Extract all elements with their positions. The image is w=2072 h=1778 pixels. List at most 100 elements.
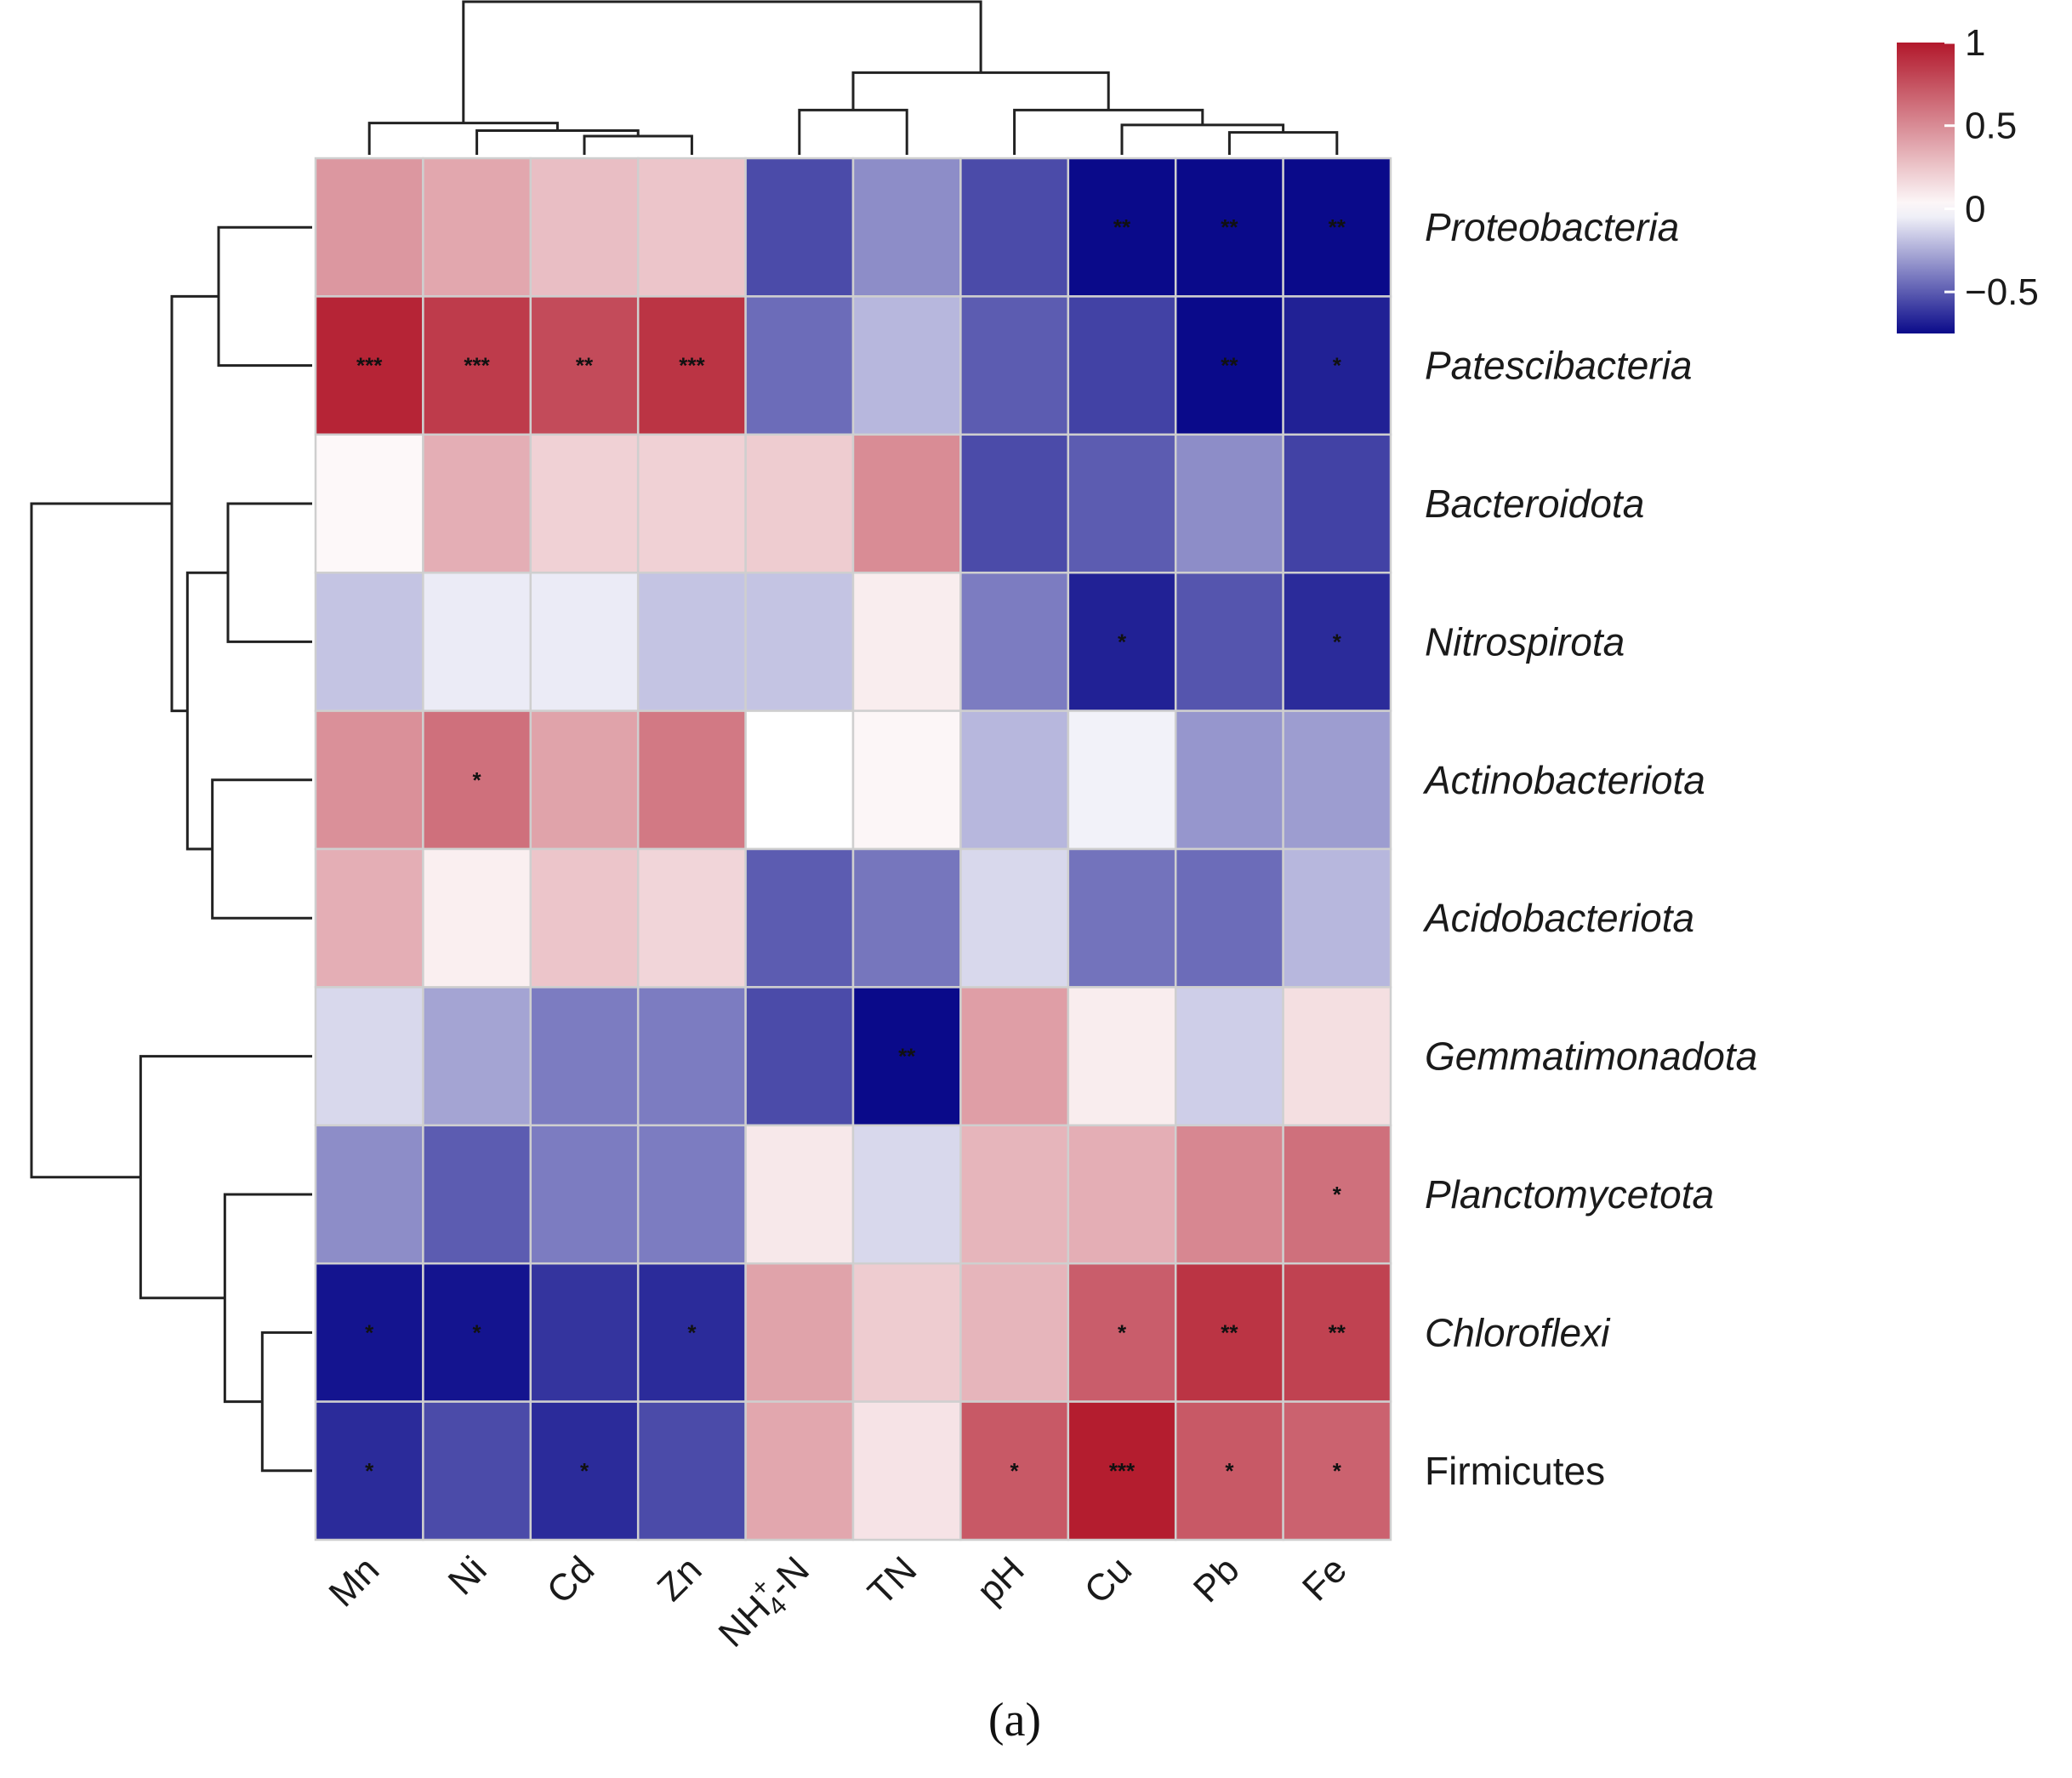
- significance-mark: ***: [1109, 1458, 1136, 1484]
- heatmap-cell: [851, 157, 962, 298]
- significance-mark: ***: [679, 353, 705, 379]
- heatmap-cell: [1282, 847, 1392, 989]
- heatmap-cell: [1282, 433, 1392, 574]
- dendrogram-branch: [367, 122, 559, 155]
- heatmap-cell: [851, 709, 962, 851]
- heatmap-cell: [422, 1124, 532, 1265]
- significance-mark: *: [1010, 1458, 1020, 1484]
- heatmap-cell: [1174, 571, 1284, 712]
- significance-mark: **: [1329, 1319, 1346, 1345]
- significance-mark: *: [365, 1458, 374, 1484]
- dendrogram-branch: [185, 571, 228, 851]
- heatmap-cell: [422, 295, 532, 436]
- heatmap-cell: [636, 157, 747, 298]
- heatmap-cell: [851, 295, 962, 436]
- heatmap-cell: [744, 157, 855, 298]
- heatmap-cell: [1174, 433, 1284, 574]
- heatmap-cell: [744, 986, 855, 1127]
- dendrogram-branch: [226, 502, 312, 643]
- heatmap-cell: [1067, 986, 1177, 1127]
- column-label: Fe: [1295, 1548, 1355, 1609]
- heatmap-cell: [529, 709, 640, 851]
- heatmap-cell: [1282, 157, 1392, 298]
- heatmap-cell: [959, 295, 1070, 436]
- heatmap-cell: [529, 433, 640, 574]
- heatmap-cell: [636, 433, 747, 574]
- significance-mark: **: [576, 353, 594, 379]
- heatmap-cell: [744, 709, 855, 851]
- dendrogram-branch: [1227, 131, 1339, 155]
- heatmap-cell: [529, 1262, 640, 1403]
- significance-mark: **: [898, 1044, 916, 1069]
- heatmap-cell: [1282, 1400, 1392, 1542]
- column-dendrogram: [367, 0, 1339, 155]
- column-label: Mn: [321, 1548, 387, 1615]
- heatmap-cell: [314, 1262, 424, 1403]
- significance-mark: *: [1333, 1182, 1342, 1207]
- heatmap-cell: [959, 1400, 1070, 1542]
- legend-tick-label: 0.5: [1965, 105, 2017, 147]
- heatmap-cell: [529, 1400, 640, 1542]
- row-label: Firmicutes: [1425, 1449, 1605, 1493]
- heatmap-cell: [529, 847, 640, 989]
- heatmap-cell: [959, 433, 1070, 574]
- heatmap-cell: [1174, 1262, 1284, 1403]
- heatmap-cell: [314, 847, 424, 989]
- heatmap-cell: [851, 1400, 962, 1542]
- row-label: Bacteroidota: [1425, 482, 1644, 526]
- heatmap-cell: [636, 1400, 747, 1542]
- heatmap-cell: [314, 1400, 424, 1542]
- heatmap-cell: [959, 157, 1070, 298]
- row-label: Chloroflexi: [1425, 1310, 1611, 1354]
- dendrogram-branch: [1013, 108, 1204, 155]
- legend-tick-label: −0.5: [1965, 271, 2039, 313]
- heatmap-cell: [422, 986, 532, 1127]
- column-label: Ni: [441, 1548, 495, 1603]
- significance-mark: *: [1333, 1458, 1342, 1484]
- heatmap-cell: [1067, 847, 1177, 989]
- heatmap-cell: [744, 433, 855, 574]
- heatmap-cell: [314, 986, 424, 1127]
- heatmap-cell: [1282, 1124, 1392, 1265]
- row-label: Proteobacteria: [1425, 205, 1679, 249]
- heatmap-cell: [744, 1400, 855, 1542]
- heatmap-cell: [314, 709, 424, 851]
- heatmap-cell: [744, 295, 855, 436]
- significance-marks: ** ** ***** *** ** *** ** ** ****** * * * ** *** * * ***…: [356, 214, 1346, 1484]
- heatmap-cell: [744, 1124, 855, 1265]
- heatmap-cell: [959, 986, 1070, 1127]
- heatmap-cell: [636, 1124, 747, 1265]
- column-label: pH: [969, 1548, 1032, 1611]
- heatmap-cell: [529, 986, 640, 1127]
- row-label: Acidobacteriota: [1422, 896, 1694, 940]
- significance-mark: *: [1225, 1458, 1234, 1484]
- heatmap-cell: [314, 433, 424, 574]
- column-label: NH4+-N: [707, 1544, 822, 1659]
- heatmap-cell: [636, 295, 747, 436]
- dendrogram-branch: [30, 502, 172, 1179]
- heatmap-cell: [314, 157, 424, 298]
- legend-tick-label: 1: [1965, 22, 1985, 64]
- significance-mark: **: [1221, 214, 1238, 240]
- heatmap-cell: [1067, 1124, 1177, 1265]
- heatmap-cell: [1282, 295, 1392, 436]
- dendrogram-branch: [475, 128, 640, 155]
- heatmap-cell: [422, 847, 532, 989]
- row-label: Gemmatimonadota: [1425, 1034, 1757, 1079]
- dendrogram-branch: [851, 71, 1110, 111]
- significance-mark: *: [687, 1319, 697, 1345]
- heatmap-cell: [1174, 847, 1284, 989]
- significance-mark: *: [473, 767, 482, 793]
- heatmap-cell: [422, 1262, 532, 1403]
- row-label: Nitrospirota: [1425, 619, 1625, 664]
- significance-mark: **: [1113, 214, 1131, 240]
- heatmap-cell: [1067, 157, 1177, 298]
- column-label: Zn: [650, 1548, 710, 1609]
- heatmap-cell: [959, 1262, 1070, 1403]
- significance-mark: *: [1118, 629, 1127, 654]
- heatmap-cell: [422, 157, 532, 298]
- heatmap-cell: [1067, 1400, 1177, 1542]
- heatmap-cell: [422, 433, 532, 574]
- heatmap-cell: [851, 433, 962, 574]
